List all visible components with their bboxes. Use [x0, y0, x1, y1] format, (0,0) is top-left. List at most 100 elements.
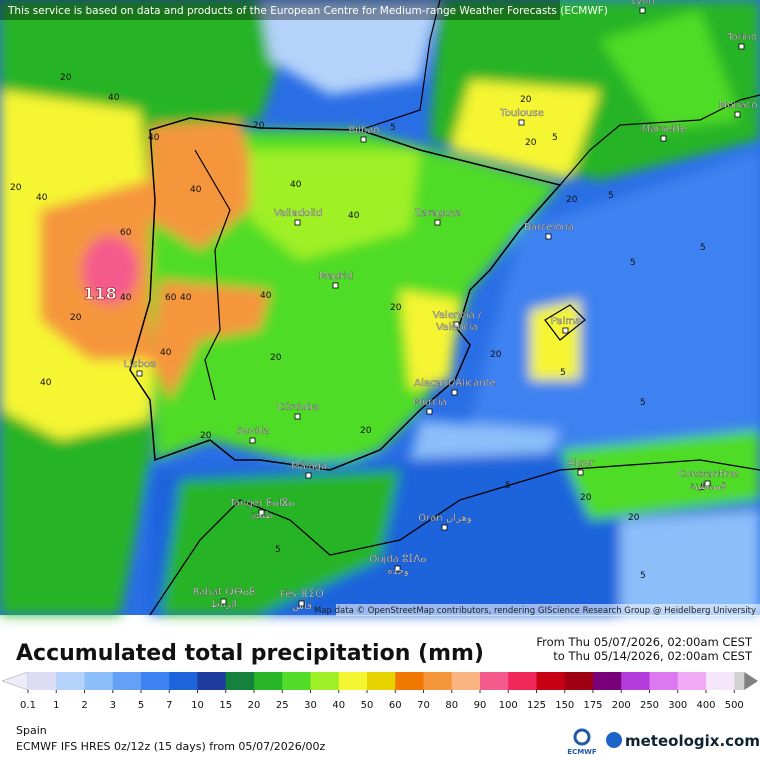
ecmwf-text: ECMWF: [567, 748, 597, 756]
legend-swatch: [282, 672, 311, 690]
city-marker: [332, 282, 339, 289]
legend-swatch: [451, 672, 481, 690]
contour-label: 40: [260, 291, 272, 301]
contour-label: 5: [608, 191, 614, 201]
legend-swatch: [706, 672, 735, 690]
legend-tick-label: 40: [332, 700, 345, 711]
city-label: Bilbao: [348, 125, 379, 136]
city-label: Palma: [551, 316, 581, 327]
contour-label: 60: [120, 228, 132, 238]
city-marker: [738, 43, 745, 50]
legend-swatch: [254, 672, 283, 690]
legend-tick-label: 80: [445, 700, 458, 711]
legend-tick-label: 5: [138, 700, 144, 711]
contour-label: 5: [552, 133, 558, 143]
attribution-bg: [0, 0, 560, 20]
legend-swatch: [197, 672, 227, 690]
city-marker: [249, 437, 256, 444]
period-from: From Thu 05/07/2026, 02:00am CEST: [536, 635, 753, 649]
contour-label: 20: [360, 426, 372, 436]
precip-field: [0, 0, 760, 616]
city-marker: [426, 408, 433, 415]
legend-swatch: [28, 672, 57, 690]
contour-label: 60: [165, 293, 177, 303]
contour-label: 40: [160, 348, 172, 358]
city-marker: [294, 219, 301, 226]
city-label: Murcia: [413, 397, 446, 408]
legend-tick-label: 1: [53, 700, 59, 711]
city-label: Marseille: [642, 124, 687, 135]
map-credit: Map data © OpenStreetMap contributors, r…: [314, 606, 756, 616]
legend-arrow-left: [1, 671, 29, 691]
city-label: Constantine: [678, 469, 738, 480]
contour-label: 5: [640, 398, 646, 408]
city-marker: [434, 219, 441, 226]
city-label: Alger: [568, 458, 595, 469]
contour-label: 5: [275, 545, 281, 555]
city-marker: [394, 565, 401, 572]
legend-swatch: [112, 672, 142, 690]
city-label: Lisboa: [124, 359, 156, 370]
contour-label: 5: [640, 571, 646, 581]
legend-swatch: [169, 672, 198, 690]
legend-tick-label: 150: [555, 700, 574, 711]
legend-tick-label: 400: [696, 700, 715, 711]
legend-tick-label: 0.1: [20, 700, 36, 711]
legend-tick-label: 125: [527, 700, 546, 711]
city-label: Monaco: [719, 100, 758, 111]
city-label: Zaragoza: [414, 208, 461, 219]
contour-label: 20: [60, 73, 72, 83]
contour-label: 20: [253, 121, 265, 131]
legend-tick-label: 60: [389, 700, 402, 711]
contour-label: 20: [566, 195, 578, 205]
legend-swatch: [84, 672, 114, 690]
city-label: Tanger ⵟⴰⵏⴵⴰ: [228, 498, 294, 509]
city-label: Alacant/Alicante: [414, 378, 495, 389]
contour-label: 20: [390, 303, 402, 313]
city-marker: [294, 413, 301, 420]
contour-label: 20: [525, 138, 537, 148]
city-label: Oran وهران: [418, 513, 472, 524]
city-label: Madrid: [319, 271, 353, 282]
attribution: This service is based on data and produc…: [7, 5, 608, 17]
city-marker: [577, 469, 584, 476]
city-label: Oujda ⵓⵊⴷⴰ: [369, 554, 426, 565]
city-marker: [518, 119, 525, 126]
credit-bg: [336, 604, 760, 616]
brand: meteologix.com: [625, 732, 760, 750]
legend-swatch: [621, 672, 650, 690]
contour-label: 5: [560, 368, 566, 378]
contour-label: 40: [40, 378, 52, 388]
max-label: 118: [83, 284, 116, 303]
legend-swatch: [508, 672, 537, 690]
contour-label: 40: [180, 293, 192, 303]
city-label: Fès ⴼⵉⵙ: [280, 588, 324, 600]
city-marker: [639, 7, 646, 14]
legend-swatch: [536, 672, 566, 690]
contour-label: 40: [290, 180, 302, 190]
city-label: Lyon: [631, 0, 654, 7]
city-label: Valencia /: [433, 310, 482, 321]
contour-label: 40: [348, 211, 360, 221]
city-marker: [453, 321, 460, 328]
contour-label: 40: [190, 185, 202, 195]
legend-tick-label: 25: [276, 700, 289, 711]
legend-swatch: [480, 672, 509, 690]
legend-tick-label: 10: [191, 700, 204, 711]
legend-swatch: [395, 672, 424, 690]
contour-label: 20: [628, 513, 640, 523]
legend-tick-label: 300: [668, 700, 687, 711]
legend-swatch: [310, 672, 340, 690]
city-marker: [360, 136, 367, 143]
legend-tick-label: 250: [640, 700, 659, 711]
contour-label: 20: [70, 313, 82, 323]
city-label: Sevilla: [237, 426, 270, 437]
city-marker: [734, 111, 741, 118]
city-label: Rabat ⵕⴱⴰⵟ: [193, 587, 256, 598]
city-marker: [545, 233, 552, 240]
contour-label: 40: [148, 133, 160, 143]
legend-tick-label: 175: [583, 700, 602, 711]
contour-label: 5: [700, 483, 706, 493]
